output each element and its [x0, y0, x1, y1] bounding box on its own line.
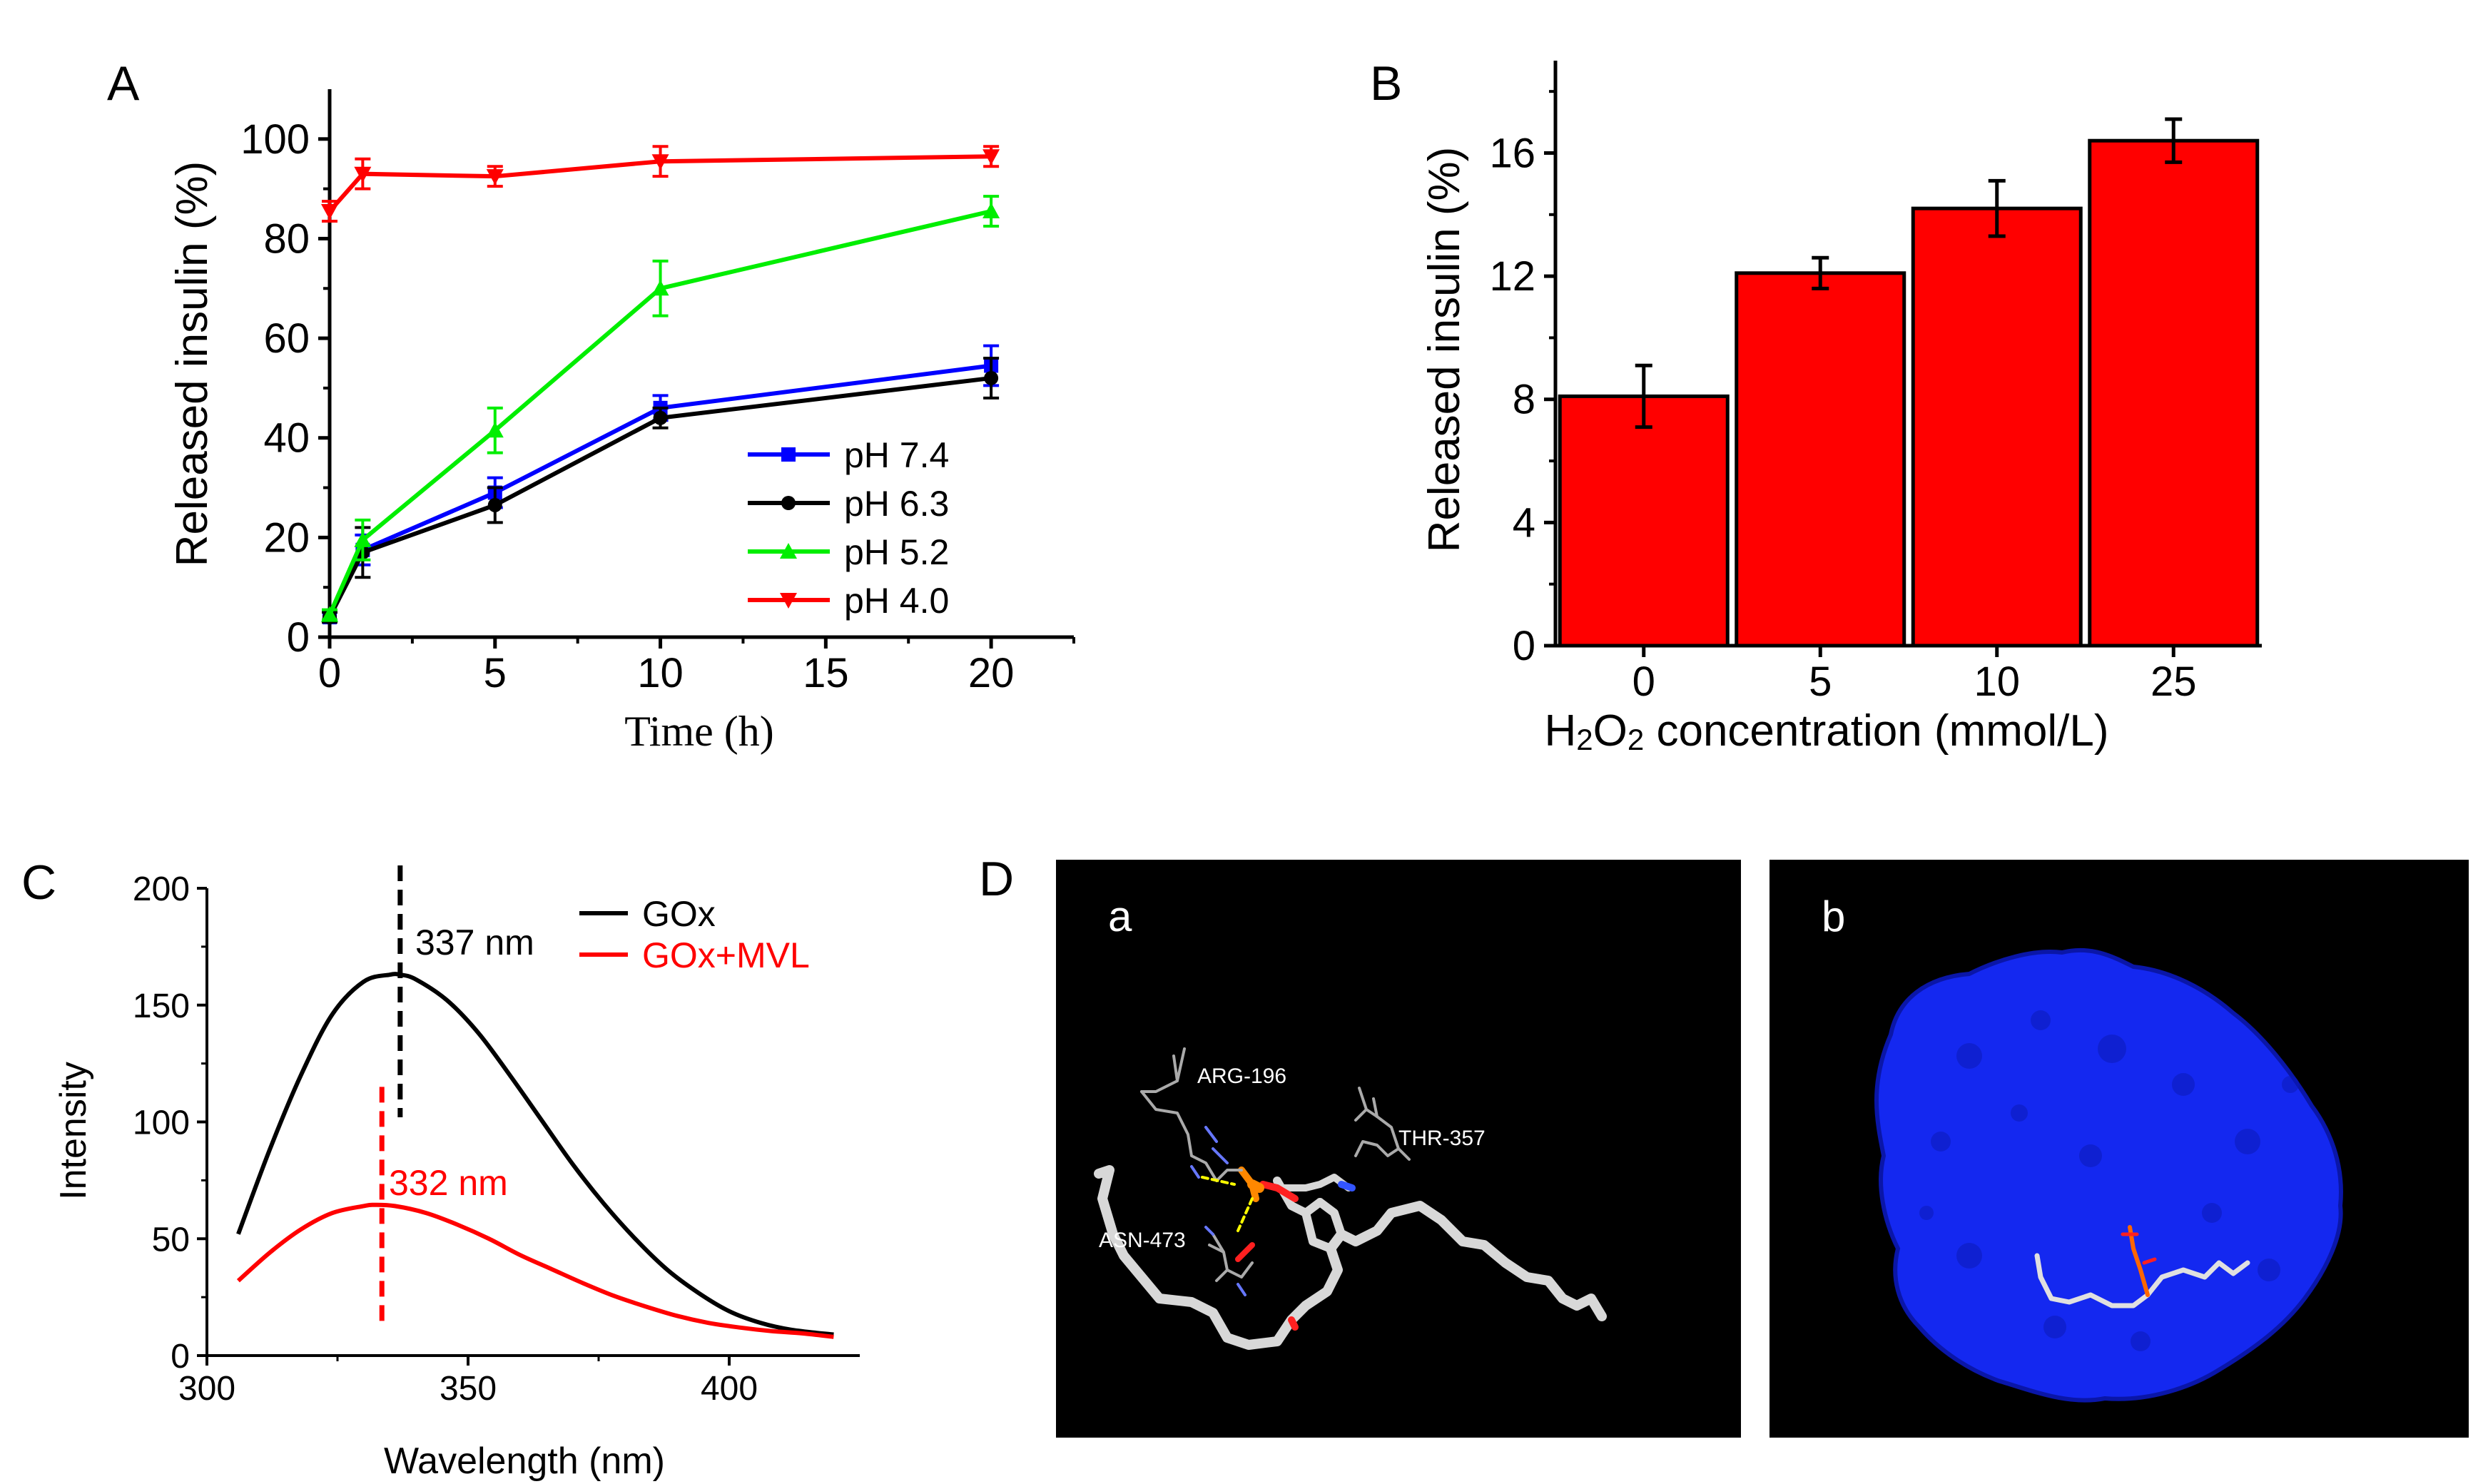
panel-c-xtick-label: 400 — [701, 1370, 758, 1408]
panel-b: B 0 4 8 12 16 0 5 10 25 H2O2 concentration (mmol… — [1370, 56, 2262, 756]
panel-a-xlabel: Time (h) — [624, 708, 773, 755]
data-point — [984, 370, 999, 385]
data-point — [651, 280, 669, 296]
panel-c-ylabel: Intensity — [53, 1062, 94, 1200]
panel-b-bars — [1558, 117, 2260, 648]
panel-a-ylabel: Released insulin (%) — [168, 161, 217, 567]
residue-arg-196: ARG-196 — [1197, 1064, 1286, 1088]
spectrum-gox-mvl — [236, 1202, 834, 1339]
legend-marker — [781, 447, 796, 462]
data-point — [321, 204, 338, 220]
data-point — [487, 497, 502, 512]
panel-b-ytick-label: 4 — [1513, 499, 1535, 546]
panel-b-xtick-label: 5 — [1809, 659, 1832, 705]
panel-c-ytick-label: 100 — [133, 1104, 190, 1142]
panel-d: D a ARG-196 THR-357 ASN-473 — [979, 852, 2469, 1438]
bar — [1735, 271, 1906, 648]
data-point — [651, 154, 669, 171]
series-pH-4-0 — [321, 145, 1000, 223]
panel-d-letter: D — [979, 852, 1014, 906]
legend-marker — [780, 593, 797, 609]
peak-337-label: 337 nm — [415, 923, 534, 962]
legend-label: pH 6.3 — [844, 484, 949, 524]
data-point — [354, 531, 372, 547]
peak-332-label: 332 nm — [389, 1163, 508, 1203]
panel-a-ytick-label: 0 — [287, 614, 310, 661]
panel-a-ytick-label: 60 — [263, 315, 310, 362]
panel-a-xtick-label: 10 — [637, 650, 684, 696]
data-point — [486, 169, 504, 186]
panel-c: C 0 50 100 150 200 300 350 400 337 nm 332 nm GO… — [21, 855, 860, 1482]
panel-a-ytick-label: 20 — [263, 514, 310, 561]
panel-b-xtick-label: 25 — [2151, 659, 2197, 705]
panel-c-ytick-label: 50 — [152, 1221, 190, 1259]
panel-a-xtick-label: 0 — [318, 650, 341, 696]
panel-c-ytick-label: 200 — [133, 870, 190, 908]
panel-a-ytick-label: 100 — [240, 116, 310, 163]
legend-gox-label: GOx — [642, 894, 716, 934]
data-point — [354, 166, 372, 183]
panel-a-xtick-label: 15 — [803, 650, 849, 696]
protein-surface — [1874, 947, 2343, 1403]
panel-a-letter: A — [107, 56, 140, 111]
legend-label: pH 7.4 — [844, 435, 949, 475]
subpanel-b-letter: b — [1822, 893, 1845, 940]
bar — [1911, 206, 2083, 648]
legend-label: pH 4.0 — [844, 581, 949, 621]
panel-b-ytick-label: 8 — [1513, 377, 1535, 423]
data-point — [653, 410, 668, 425]
panel-c-xlabel: Wavelength (nm) — [384, 1440, 665, 1482]
panel-c-ytick-label: 150 — [133, 987, 190, 1025]
panel-b-ytick-label: 12 — [1489, 253, 1535, 300]
panel-b-xtick-label: 10 — [1974, 659, 2020, 705]
panel-a-xtick-label: 20 — [968, 650, 1015, 696]
legend-marker — [781, 496, 796, 510]
spectrum-gox — [236, 972, 834, 1337]
data-point — [486, 422, 504, 438]
protein-surface-texture — [1919, 1010, 2299, 1351]
bound-ligand — [2034, 1225, 2250, 1308]
panel-b-xlabel: H2O2 concentration (mmol/L) — [1545, 706, 2109, 756]
panel-b-ytick-label: 16 — [1489, 130, 1535, 176]
bar — [2088, 138, 2260, 648]
residue-thr-357: THR-357 — [1398, 1127, 1486, 1150]
panel-b-ylabel: Released insulin (%) — [1420, 147, 1469, 553]
series-pH-5-2 — [321, 195, 1000, 622]
panel-c-letter: C — [21, 855, 56, 910]
panel-a-xtick-label: 5 — [484, 650, 507, 696]
subpanel-a-letter: a — [1108, 893, 1132, 940]
panel-c-xtick-label: 300 — [178, 1370, 235, 1408]
panel-a-ytick-label: 40 — [263, 415, 310, 462]
panel-b-ytick-label: 0 — [1513, 623, 1535, 669]
legend-marker — [780, 543, 797, 559]
panel-a-series — [321, 145, 1000, 625]
bar — [1558, 394, 1730, 648]
panel-b-xtick-label: 0 — [1633, 659, 1655, 705]
panel-c-axes: 0 50 100 150 200 300 350 400 — [133, 870, 860, 1408]
data-point — [982, 149, 1000, 166]
panel-c-series — [236, 972, 834, 1339]
panel-c-ytick-label: 0 — [171, 1338, 190, 1376]
residue-asn-473: ASN-473 — [1099, 1229, 1186, 1252]
panel-a-ytick-label: 80 — [263, 215, 310, 262]
panel-a-axes: 0 20 40 60 80 100 0 5 10 15 20 — [240, 89, 1075, 696]
panel-a: A 0 20 40 60 80 100 0 5 10 15 20 pH 7.4 pH 6.3 pH 5.… — [107, 56, 1075, 755]
data-point — [321, 606, 338, 622]
ligand-stick-model — [1094, 1047, 1607, 1350]
panel-b-letter: B — [1370, 56, 1402, 111]
legend-gox-mvl-label: GOx+MVL — [642, 935, 810, 975]
data-point — [982, 203, 1000, 219]
panel-a-legend: pH 7.4 pH 6.3 pH 5.2 pH 4.0 — [748, 435, 949, 621]
legend-label: pH 5.2 — [844, 532, 949, 572]
panel-c-xtick-label: 350 — [440, 1370, 497, 1408]
